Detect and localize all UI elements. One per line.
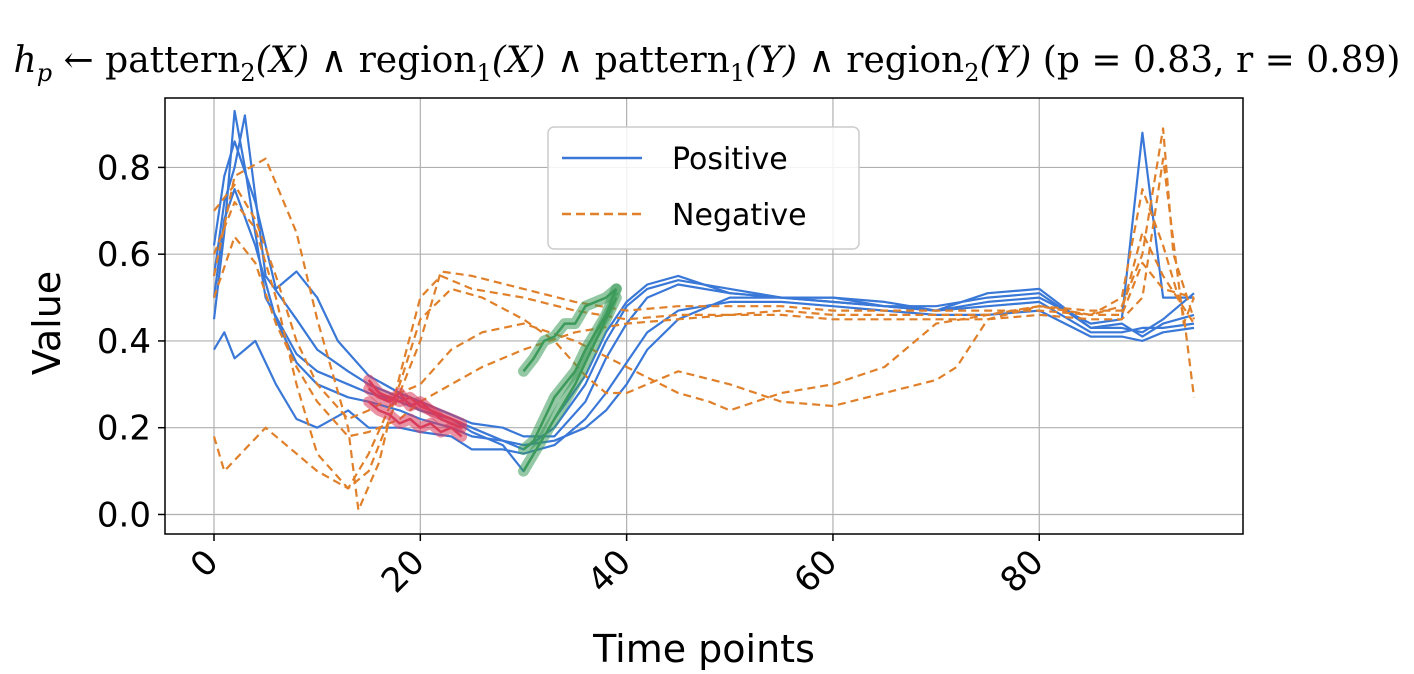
- series-line-positive: [212, 140, 1195, 438]
- legend-label-negative: Negative: [672, 198, 807, 233]
- title-h: h: [14, 40, 37, 81]
- y-tick-label: 0.4: [97, 322, 151, 362]
- series-line-positive: [213, 300, 1195, 455]
- series-line-positive: [212, 109, 1194, 451]
- chart-title: hp ← pattern2(X) ∧ region1(X) ∧ pattern1…: [14, 40, 1401, 87]
- series-layer: [212, 109, 1196, 512]
- series-line-negative: [212, 231, 1195, 490]
- legend: Positive Negative: [547, 126, 860, 250]
- highlight-line-region-2-pattern-1: [522, 288, 618, 451]
- y-tick-label: 0.6: [97, 235, 151, 275]
- highlight-line-region-2-pattern-1: [522, 287, 618, 373]
- title-pattern-a-sub: 2: [240, 59, 255, 87]
- series-line-negative: [212, 127, 1196, 512]
- title-region-b: region: [846, 40, 964, 81]
- title-h-sub: p: [37, 59, 52, 87]
- x-tick-label: 20: [374, 542, 433, 601]
- title-and-a: ∧: [309, 40, 358, 81]
- x-tick-label: 80: [993, 542, 1052, 601]
- series-line-negative: [213, 183, 1195, 421]
- highlight-layer: [363, 283, 622, 477]
- title-and-b: ∧: [546, 40, 595, 81]
- series-line-negative: [212, 188, 1196, 490]
- series-line-positive: [212, 188, 1195, 447]
- title-var-x-b: (X): [492, 40, 546, 81]
- y-tick-label: 0.8: [97, 148, 151, 188]
- title-region-b-sub: 2: [964, 59, 979, 87]
- y-axis-label: Value: [25, 271, 69, 375]
- legend-label-positive: Positive: [672, 142, 788, 177]
- highlight-band-region-2-pattern-1: [518, 283, 622, 455]
- x-tick-label: 40: [580, 542, 639, 601]
- title-pattern-b-sub: 1: [730, 59, 745, 87]
- title-arrow: ←: [52, 40, 105, 81]
- title-var-y-a: (Y): [745, 40, 797, 81]
- x-tick-label: 60: [786, 542, 845, 601]
- title-metrics: (p = 0.83, r = 0.89): [1031, 40, 1400, 81]
- highlight-line-region-1-pattern-2: [367, 379, 463, 429]
- x-axis-label: Time points: [592, 627, 815, 671]
- title-pattern-a: pattern: [105, 40, 240, 81]
- title-region-a: region: [359, 40, 477, 81]
- title-region-a-sub: 1: [477, 59, 492, 87]
- series-line-negative: [212, 157, 1196, 438]
- plot-frame: [164, 97, 1244, 535]
- title-and-c: ∧: [797, 40, 846, 81]
- title-pattern-b: pattern: [595, 40, 730, 81]
- title-var-x-a: (X): [256, 40, 310, 81]
- title-var-y-b: (Y): [980, 40, 1032, 81]
- y-tick-label: 0.0: [97, 495, 151, 535]
- y-tick-label: 0.2: [97, 409, 151, 449]
- x-tick-label: 0: [183, 542, 227, 586]
- highlight-line-region-1-pattern-2: [367, 400, 463, 438]
